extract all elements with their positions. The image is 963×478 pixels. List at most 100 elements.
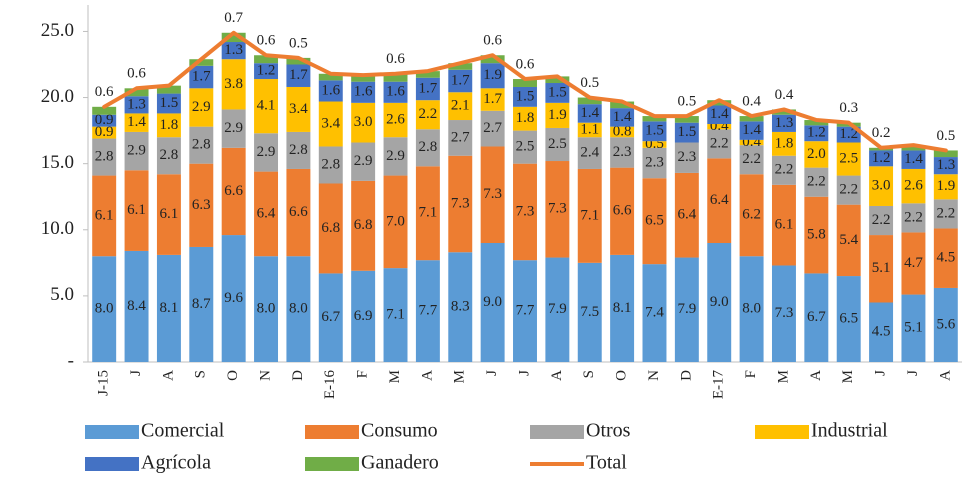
data-label: 2.8 xyxy=(160,147,179,163)
bar-segment xyxy=(836,204,861,277)
bar-segment xyxy=(674,142,699,173)
bar-segment xyxy=(286,64,311,87)
x-tick-label: S xyxy=(193,370,209,378)
data-label: 3.4 xyxy=(321,115,340,131)
bar-segment xyxy=(513,106,537,131)
data-label: 7.3 xyxy=(516,203,535,219)
bar-segment xyxy=(771,131,796,156)
data-label: 2.1 xyxy=(451,98,470,114)
bar-segment xyxy=(156,85,181,94)
data-label: 2.9 xyxy=(257,144,276,160)
data-label: 6.5 xyxy=(839,310,858,326)
bar-segment xyxy=(771,184,796,266)
bar-segment xyxy=(933,228,958,288)
bar-segment xyxy=(674,257,699,362)
bar-segment xyxy=(124,250,149,362)
data-label: 6.3 xyxy=(192,197,211,213)
bar-segment xyxy=(351,102,376,143)
bar-segment xyxy=(674,116,699,123)
data-label: 3.0 xyxy=(354,114,373,130)
data-label: 2.0 xyxy=(807,146,826,162)
bar-segment xyxy=(513,86,537,107)
data-label: 1.3 xyxy=(775,115,794,131)
x-tick-label: J xyxy=(484,370,500,376)
data-label: 1.5 xyxy=(677,124,696,140)
data-label: 3.0 xyxy=(872,178,891,194)
x-tick-label: A xyxy=(549,370,565,381)
bar-segment xyxy=(124,88,149,97)
data-label: 6.6 xyxy=(224,183,243,199)
bar-segment xyxy=(254,133,279,172)
data-label: 7.7 xyxy=(516,303,535,319)
data-label: 7.3 xyxy=(451,195,470,211)
bar-segment xyxy=(415,166,440,261)
x-tick-label: D xyxy=(290,370,306,381)
bar-segment xyxy=(92,175,117,257)
bar-segment xyxy=(610,254,635,362)
bar-segment xyxy=(739,256,764,362)
data-label: 2.8 xyxy=(289,142,308,158)
data-label: 7.3 xyxy=(483,186,502,202)
bar-segment xyxy=(92,114,117,127)
bar-segment xyxy=(480,243,505,362)
bar-segment xyxy=(156,113,181,138)
bar-segment xyxy=(448,92,473,121)
data-label: 6.6 xyxy=(289,204,308,220)
bar-segment xyxy=(836,276,861,362)
data-label: 1.7 xyxy=(451,72,470,88)
bar-segment xyxy=(286,168,311,257)
data-label: 1.7 xyxy=(419,80,438,96)
data-label: 6.1 xyxy=(127,202,146,218)
x-tick-label: J xyxy=(128,370,144,376)
bar-segment xyxy=(836,142,861,176)
data-label: 5.6 xyxy=(936,316,955,332)
bar-segment xyxy=(642,141,667,148)
data-label: 5.1 xyxy=(904,320,923,336)
bar-segment xyxy=(577,97,602,105)
data-label: 8.1 xyxy=(613,300,632,316)
bar-segment xyxy=(480,88,505,111)
bar-segment xyxy=(869,235,894,303)
bar-segment xyxy=(286,256,311,362)
data-label: 0.3 xyxy=(839,100,858,116)
bar-segment xyxy=(189,65,214,89)
bar-segment xyxy=(415,260,440,362)
data-label: 6.7 xyxy=(807,309,826,325)
data-label: 1.5 xyxy=(548,84,567,100)
bar-segment xyxy=(933,287,958,362)
x-tick-label: F xyxy=(355,370,371,378)
data-label: 3.8 xyxy=(224,76,243,92)
bar-segment xyxy=(189,88,214,127)
bar-segment xyxy=(869,205,894,236)
legend-label: Industrial xyxy=(811,420,888,442)
data-label: 0.2 xyxy=(872,125,891,141)
x-tick-label: A xyxy=(937,370,953,381)
data-label: 1.9 xyxy=(936,178,955,194)
bar-segment xyxy=(351,75,376,82)
bar-segment xyxy=(480,63,505,89)
data-label: 6.5 xyxy=(645,213,664,229)
data-label: 7.1 xyxy=(580,207,599,223)
data-label: 1.5 xyxy=(160,95,179,111)
x-tick-label: D xyxy=(678,370,694,381)
bar-segment xyxy=(707,158,732,243)
bar-segment xyxy=(869,166,894,206)
x-tick-label: J xyxy=(873,370,889,376)
data-label: 5.8 xyxy=(807,227,826,243)
data-label: 1.2 xyxy=(872,150,891,166)
bar-segment xyxy=(189,163,214,247)
bar-segment xyxy=(901,150,926,169)
bar-segment xyxy=(804,273,829,362)
legend-label: Total xyxy=(586,452,627,474)
x-tick-label: N xyxy=(257,370,273,381)
bar-segment xyxy=(804,141,829,168)
bar-segment xyxy=(254,55,279,64)
bar-segment xyxy=(351,180,376,271)
bar-segment xyxy=(92,138,117,176)
bar-segment xyxy=(869,150,894,167)
bar-segment xyxy=(545,127,570,162)
bar-segment xyxy=(351,142,376,181)
data-label: 7.0 xyxy=(386,213,405,229)
y-tick-label: 5.0 xyxy=(50,284,74,305)
